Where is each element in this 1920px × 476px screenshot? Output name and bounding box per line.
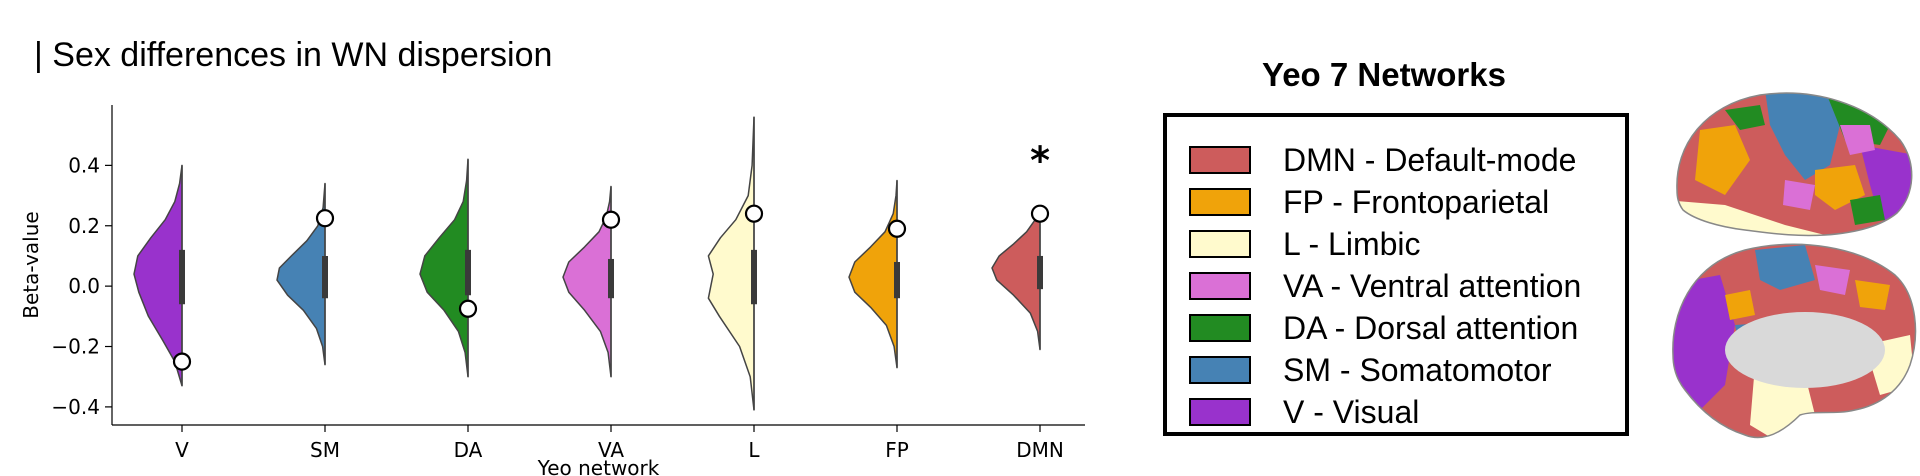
legend-label: VA - Ventral attention xyxy=(1283,267,1582,304)
violin-da xyxy=(419,158,469,378)
brain-medial-view xyxy=(1672,243,1917,439)
y-axis-label: Beta-value xyxy=(19,211,43,318)
observed-point xyxy=(315,209,335,228)
y-tick-label: 0.0 xyxy=(68,274,100,298)
legend-swatch xyxy=(1189,356,1251,384)
brain-surface-illustration xyxy=(1672,92,1917,439)
violin-fp xyxy=(848,179,898,369)
observed-point xyxy=(601,210,621,229)
x-tick-label: SM xyxy=(310,438,340,462)
y-tick-label: 0.2 xyxy=(68,214,100,238)
violin-sm xyxy=(276,182,326,366)
x-tick-label: VA xyxy=(598,438,624,462)
legend-item-fp: FP - Frontoparietal xyxy=(1189,182,1549,222)
figure-title: | Sex differences in WN dispersion xyxy=(34,36,553,74)
observed-point xyxy=(887,219,907,238)
legend-swatch xyxy=(1189,272,1251,300)
legend-label: L - Limbic xyxy=(1283,225,1421,262)
legend-item-va: VA - Ventral attention xyxy=(1189,266,1581,306)
x-tick-label: L xyxy=(748,438,760,462)
legend-swatch xyxy=(1189,188,1251,216)
legend-label: SM - Somatomotor xyxy=(1283,351,1552,388)
observed-point xyxy=(172,352,192,371)
x-axis-label: Yeo network xyxy=(537,456,660,476)
legend-item-dmn: DMN - Default-mode xyxy=(1189,140,1576,180)
observed-point xyxy=(1030,204,1050,223)
x-tick-label: DMN xyxy=(1016,438,1064,462)
brain-lateral-view xyxy=(1676,92,1913,237)
legend-label: DMN - Default-mode xyxy=(1283,141,1577,178)
legend-swatch xyxy=(1189,146,1251,174)
legend-label: DA - Dorsal attention xyxy=(1283,309,1579,346)
legend-item-v: V - Visual xyxy=(1189,392,1419,432)
legend-item-l: L - Limbic xyxy=(1189,224,1421,264)
observed-point xyxy=(744,204,764,223)
legend-label: V - Visual xyxy=(1283,393,1420,430)
y-tick-label: −0.2 xyxy=(51,335,100,359)
legend-item-sm: SM - Somatomotor xyxy=(1189,350,1552,390)
legend-title: Yeo 7 Networks xyxy=(1262,56,1506,93)
violin-l xyxy=(707,116,755,411)
x-tick-label: V xyxy=(175,438,189,462)
y-tick-label: 0.4 xyxy=(68,153,100,177)
x-tick-label: FP xyxy=(885,438,909,462)
legend-swatch xyxy=(1189,230,1251,258)
observed-point xyxy=(458,299,478,318)
legend: DMN - Default-mode FP - Frontoparietal L… xyxy=(1163,113,1629,436)
y-tick-label: −0.4 xyxy=(51,395,100,419)
legend-swatch xyxy=(1189,314,1251,342)
legend-label: FP - Frontoparietal xyxy=(1283,183,1550,220)
significance-marker: * xyxy=(1030,139,1050,183)
violin-chart: −0.4 −0.2 0.0 0.2 0.4 V SM DA VA L FP DMN Yeo networ… xyxy=(19,105,1085,476)
violin-v xyxy=(133,164,183,387)
legend-item-da: DA - Dorsal attention xyxy=(1189,308,1578,348)
violin-dmn xyxy=(991,209,1041,351)
legend-swatch xyxy=(1189,398,1251,426)
x-tick-label: DA xyxy=(454,438,483,462)
